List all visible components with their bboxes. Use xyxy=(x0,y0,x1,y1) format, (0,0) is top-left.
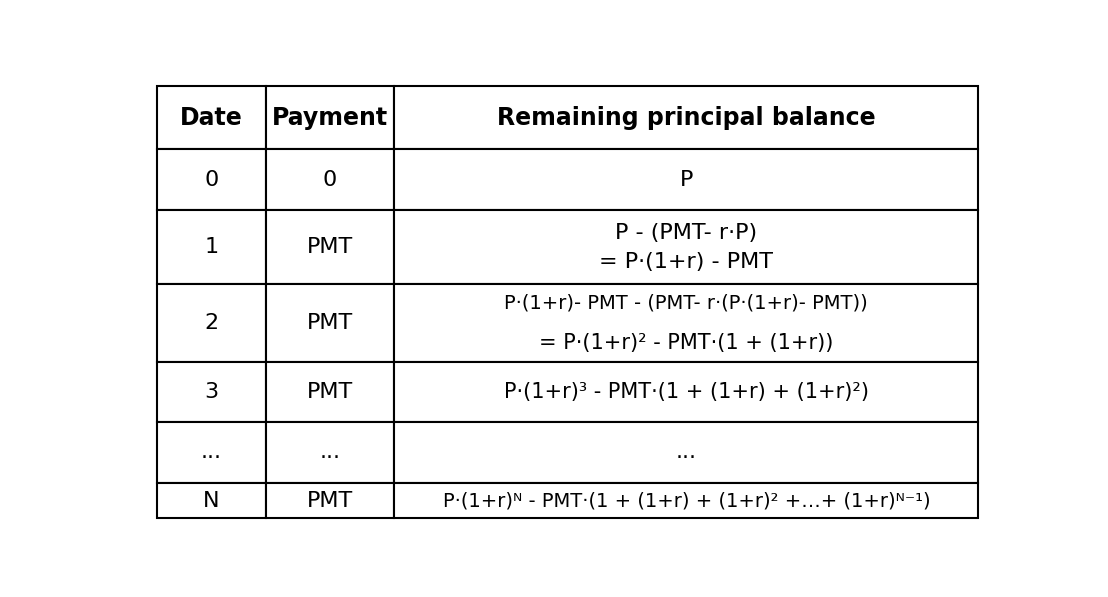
Text: PMT: PMT xyxy=(307,237,353,257)
Text: 2: 2 xyxy=(205,313,218,333)
Bar xyxy=(394,362,978,422)
Text: Remaining principal balance: Remaining principal balance xyxy=(497,106,875,130)
Bar xyxy=(394,483,978,518)
Bar xyxy=(266,422,394,483)
Text: P·(1+r)³ - PMT·(1 + (1+r) + (1+r)²): P·(1+r)³ - PMT·(1 + (1+r) + (1+r)²) xyxy=(504,382,869,402)
Bar xyxy=(266,149,394,211)
Text: Payment: Payment xyxy=(271,106,388,130)
Bar xyxy=(157,149,266,211)
Bar xyxy=(266,483,394,518)
Text: ...: ... xyxy=(676,442,697,463)
Text: = P·(1+r) - PMT: = P·(1+r) - PMT xyxy=(599,252,773,272)
Bar xyxy=(157,211,266,284)
Text: ...: ... xyxy=(201,442,222,463)
Bar xyxy=(266,211,394,284)
Bar xyxy=(157,422,266,483)
Text: N: N xyxy=(203,491,219,511)
Text: 0: 0 xyxy=(322,170,337,190)
Bar xyxy=(394,149,978,211)
Text: P·(1+r)- PMT - (PMT- r·(P·(1+r)- PMT)): P·(1+r)- PMT - (PMT- r·(P·(1+r)- PMT)) xyxy=(504,293,869,312)
Bar xyxy=(394,284,978,362)
Bar xyxy=(157,284,266,362)
Bar xyxy=(266,284,394,362)
Bar xyxy=(266,87,394,149)
Text: P - (PMT- r·P): P - (PMT- r·P) xyxy=(615,223,758,242)
Text: 3: 3 xyxy=(205,382,218,402)
Text: ...: ... xyxy=(319,442,340,463)
Bar xyxy=(394,211,978,284)
Bar xyxy=(266,362,394,422)
Text: P·(1+r)ᴺ - PMT·(1 + (1+r) + (1+r)² +…+ (1+r)ᴺ⁻¹): P·(1+r)ᴺ - PMT·(1 + (1+r) + (1+r)² +…+ (… xyxy=(442,491,930,510)
Bar xyxy=(394,87,978,149)
Text: PMT: PMT xyxy=(307,313,353,333)
Text: 0: 0 xyxy=(204,170,218,190)
Bar xyxy=(157,87,266,149)
Text: = P·(1+r)² - PMT·(1 + (1+r)): = P·(1+r)² - PMT·(1 + (1+r)) xyxy=(540,333,833,353)
Text: P: P xyxy=(679,170,692,190)
Text: PMT: PMT xyxy=(307,382,353,402)
Text: Date: Date xyxy=(181,106,243,130)
Bar xyxy=(157,483,266,518)
Bar xyxy=(157,362,266,422)
Text: 1: 1 xyxy=(205,237,218,257)
Text: PMT: PMT xyxy=(307,491,353,511)
Bar xyxy=(394,422,978,483)
